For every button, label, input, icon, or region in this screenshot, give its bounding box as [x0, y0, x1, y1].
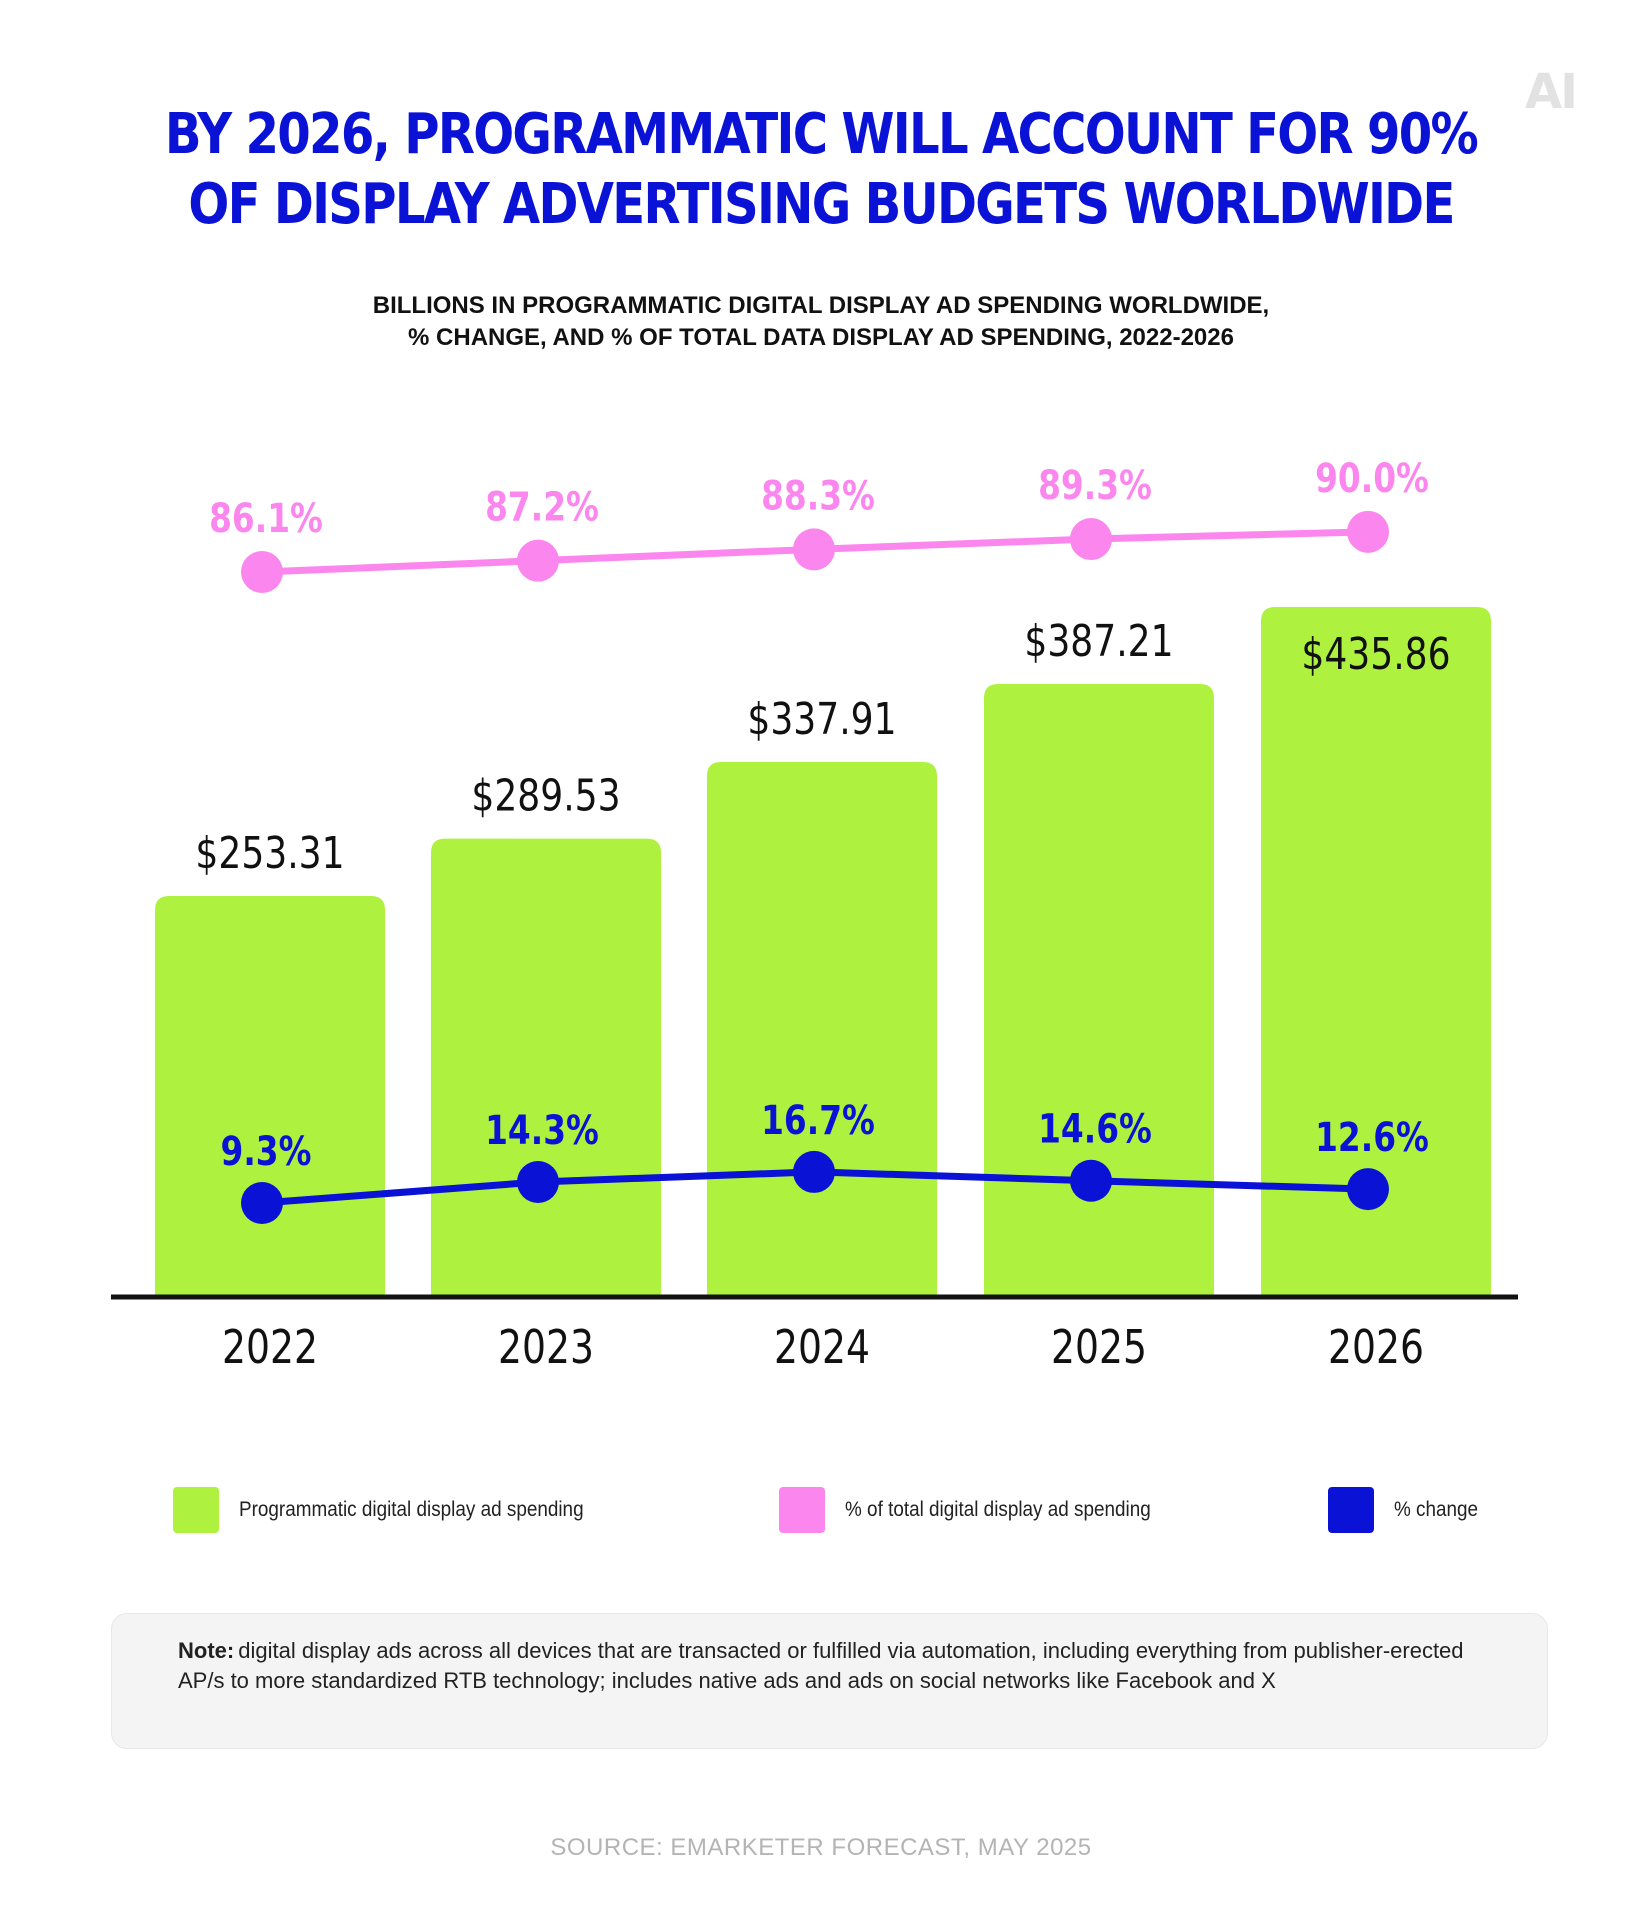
brand-logo: AI [1525, 64, 1578, 120]
legend-label-change: % change [1394, 1498, 1479, 1521]
legend-item-change: % change [1328, 1486, 1487, 1534]
legend-swatch-spending [173, 1487, 219, 1533]
change-point-2023 [517, 1161, 559, 1203]
chart-subtitle-line-2: % CHANGE, AND % OF TOTAL DATA DISPLAY AD… [408, 324, 1234, 351]
change-label-2025: 14.6% [1038, 1106, 1152, 1153]
share-label-2025: 89.3% [1038, 462, 1152, 509]
bar-value-label-2024: $337.91 [747, 695, 896, 745]
x-tick-label-2024: 2024 [774, 1320, 870, 1374]
x-tick-label-2022: 2022 [222, 1320, 318, 1374]
chart-subtitle: BILLIONS IN PROGRAMMATIC DIGITAL DISPLAY… [0, 290, 1642, 354]
bar-2023 [431, 838, 661, 1297]
change-point-2024 [793, 1150, 835, 1193]
chart-title-line-2: OF DISPLAY ADVERTISING BUDGETS WORLDWIDE [188, 172, 1455, 237]
share-point-2026 [1347, 510, 1389, 553]
chart-title: BY 2026, PROGRAMMATIC WILL ACCOUNT FOR 9… [115, 100, 1527, 240]
bar-2024 [707, 762, 937, 1297]
share-label-2024: 88.3% [761, 472, 875, 519]
change-point-2025 [1070, 1159, 1112, 1202]
legend-swatch-share [779, 1487, 825, 1533]
share-label-2026: 90.0% [1315, 455, 1429, 502]
share-point-2024 [793, 528, 835, 571]
share-label-2023: 87.2% [485, 483, 599, 530]
share-point-2023 [517, 539, 559, 582]
legend-label-share: % of total digital display ad spending [845, 1498, 1151, 1521]
chart-title-line-1: BY 2026, PROGRAMMATIC WILL ACCOUNT FOR 9… [164, 102, 1479, 167]
change-point-2026 [1347, 1168, 1389, 1211]
share-point-2025 [1070, 518, 1112, 561]
bar-2022 [155, 895, 385, 1297]
chart-subtitle-line-1: BILLIONS IN PROGRAMMATIC DIGITAL DISPLAY… [372, 292, 1270, 319]
change-label-2023: 14.3% [485, 1107, 599, 1154]
x-tick-label-2026: 2026 [1328, 1320, 1424, 1374]
source-caption: SOURCE: EMARKETER FORECAST, MAY 2025 [550, 1834, 1092, 1861]
change-point-2022 [241, 1182, 283, 1224]
combo-chart: $253.31 $289.53 $337.91 $387.21 $435.86 2022 2… [111, 455, 1518, 1374]
x-tick-label-2023: 2023 [498, 1320, 594, 1374]
share-label-2022: 86.1% [209, 495, 323, 542]
share-point-2022 [241, 551, 283, 593]
change-label-2022: 9.3% [221, 1128, 312, 1175]
legend-label-spending: Programmatic digital display ad spending [239, 1498, 584, 1521]
legend-item-share: % of total digital display ad spending [779, 1486, 1185, 1534]
legend-item-spending: Programmatic digital display ad spending [173, 1486, 622, 1534]
footnote-text: digital display ads across all devices t… [178, 1638, 1464, 1693]
bar-value-label-2023: $289.53 [471, 771, 620, 821]
bar-2026 [1261, 607, 1491, 1297]
footnote-prefix: Note: [178, 1638, 235, 1663]
footnote-box: Note: digital display ads across all devi… [111, 1613, 1548, 1749]
bar-2025 [984, 684, 1214, 1297]
change-label-2024: 16.7% [761, 1097, 875, 1144]
legend-swatch-change [1328, 1487, 1374, 1533]
x-tick-label-2025: 2025 [1051, 1320, 1147, 1374]
bar-value-label-2026: $435.86 [1301, 630, 1450, 680]
bar-value-label-2025: $387.21 [1024, 617, 1173, 667]
change-label-2026: 12.6% [1315, 1114, 1429, 1161]
bar-value-label-2022: $253.31 [195, 829, 344, 879]
